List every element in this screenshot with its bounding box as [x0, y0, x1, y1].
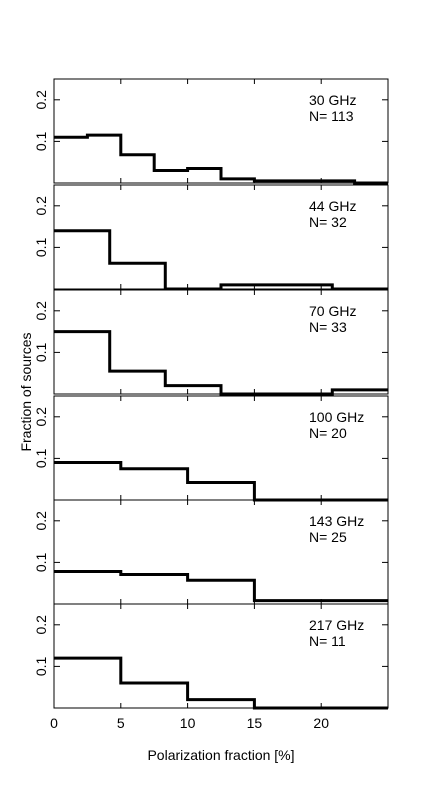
histogram-steps	[54, 133, 388, 185]
frequency-label: 44 GHz	[309, 198, 356, 214]
count-label: N= 113	[309, 108, 354, 124]
count-label: N= 33	[309, 319, 347, 335]
count-label: N= 25	[309, 529, 347, 545]
y-tick-label: 0.1	[33, 131, 49, 151]
y-tick-label: 0.2	[33, 511, 49, 531]
histogram-steps	[54, 570, 388, 603]
y-tick-label: 0.2	[33, 196, 49, 216]
count-label: N= 20	[309, 425, 347, 441]
frequency-label: 30 GHz	[309, 92, 356, 108]
y-tick-label: 0.1	[33, 656, 49, 676]
x-tick-label: 15	[247, 715, 263, 731]
x-axis-title: Polarization fraction [%]	[147, 747, 294, 763]
y-tick-label: 0.1	[33, 237, 49, 257]
panel-frame	[53, 603, 389, 709]
histogram-steps	[54, 330, 388, 396]
y-tick-label: 0.1	[33, 448, 49, 468]
x-tick-label: 0	[50, 715, 58, 731]
frequency-label: 100 GHz	[309, 409, 364, 425]
y-tick-label: 0.2	[33, 615, 49, 635]
histogram-steps	[54, 656, 388, 710]
frequency-label: 143 GHz	[309, 513, 364, 529]
frequency-label: 70 GHz	[309, 303, 356, 319]
frequency-label: 217 GHz	[309, 617, 364, 633]
x-tick-label: 20	[313, 715, 329, 731]
count-label: N= 11	[309, 633, 346, 649]
y-tick-label: 0.1	[33, 342, 49, 362]
y-tick-label: 0.1	[33, 552, 49, 572]
count-label: N= 32	[309, 214, 347, 230]
y-tick-label: 0.2	[33, 90, 49, 110]
y-tick-label: 0.2	[33, 301, 49, 321]
x-tick-label: 10	[180, 715, 196, 731]
histogram-steps	[54, 229, 388, 291]
panel-frame	[53, 78, 389, 184]
histogram-steps	[54, 461, 388, 502]
x-tick-label: 5	[117, 715, 125, 731]
y-tick-label: 0.2	[33, 407, 49, 427]
y-axis-title: Fraction of sources	[18, 332, 34, 451]
